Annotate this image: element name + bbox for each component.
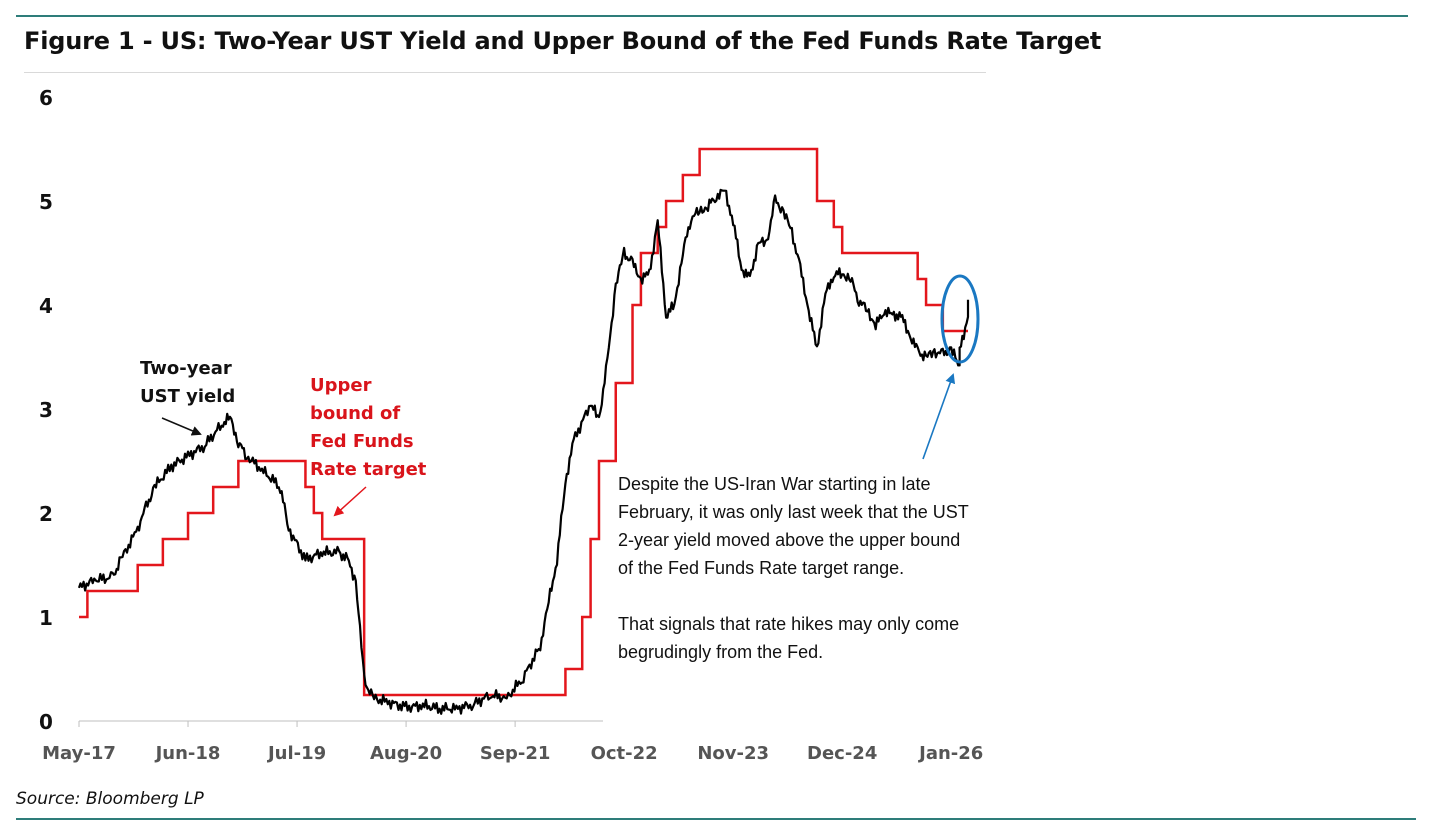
ust-yield-line	[77, 188, 970, 715]
series-layer	[77, 147, 970, 715]
y-axis: 0 1 2 3 4 5 6	[39, 86, 53, 734]
fed-funds-line	[79, 147, 968, 697]
y-tick-label: 5	[39, 190, 53, 214]
x-tick-label: May-17	[42, 743, 116, 764]
source-note: Source: Bloomberg LP	[16, 789, 204, 809]
y-tick-label: 3	[39, 398, 53, 422]
x-tick-label: Nov-23	[697, 743, 769, 764]
fed-series-label: Upper bound of Fed Funds Rate target	[310, 375, 427, 480]
x-tick-label: Sep-21	[480, 743, 551, 764]
highlight-ellipse	[940, 274, 980, 364]
annotation-layer	[161, 274, 980, 517]
y-tick-label: 0	[39, 710, 53, 734]
y-tick-label: 4	[39, 294, 53, 318]
title-divider	[24, 72, 986, 73]
x-tick-label: Jan-26	[917, 743, 983, 764]
ust-label-arrow	[161, 417, 202, 436]
chart-area: 0 1 2 3 4 5 6 May-17 Jun-18 Jul-19 Aug-20 Sep-21 Oc…	[39, 86, 983, 764]
y-tick-label: 6	[39, 86, 53, 110]
y-tick-label: 1	[39, 606, 53, 630]
top-rule	[16, 15, 1408, 17]
annotation-paragraph-2: That signals that rate hikes may only co…	[618, 614, 960, 662]
highlight-arrow	[922, 373, 956, 460]
fed-label-arrow	[333, 486, 367, 517]
annotation-text: Despite the US-Iran War starting in late…	[618, 470, 978, 694]
x-tick-label: Aug-20	[370, 743, 442, 764]
y-tick-label: 2	[39, 502, 53, 526]
bottom-rule	[16, 818, 1416, 820]
x-tick-label: Oct-22	[591, 743, 658, 764]
x-tick-label: Dec-24	[807, 743, 877, 764]
ust-series-label: Two-year UST yield	[140, 358, 236, 407]
chart-title: Figure 1 - US: Two-Year UST Yield and Up…	[24, 27, 1102, 55]
annotation-paragraph-1: Despite the US-Iran War starting in late…	[618, 474, 969, 578]
x-tick-label: Jul-19	[266, 743, 326, 764]
x-axis: May-17 Jun-18 Jul-19 Aug-20 Sep-21 Oct-22 Nov-…	[42, 720, 983, 764]
x-tick-label: Jun-18	[154, 743, 221, 764]
